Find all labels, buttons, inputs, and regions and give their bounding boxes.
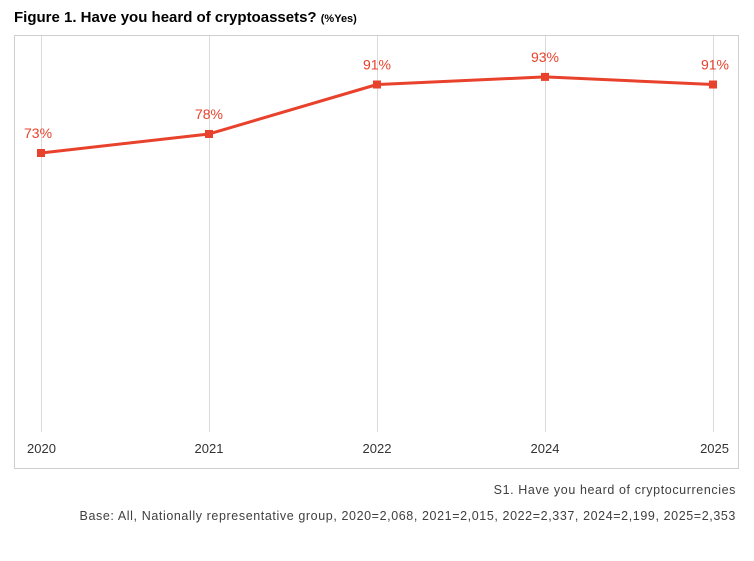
data-point-2021: [205, 129, 213, 138]
data-label-2025: 91%: [701, 57, 729, 73]
figure-title-suffix: (%Yes): [320, 13, 357, 25]
x-tick-label-2020: 2020: [27, 441, 56, 456]
data-point-2022: [373, 80, 381, 89]
data-point-2020: [37, 149, 45, 157]
x-tick-label-2021: 2021: [195, 441, 224, 456]
base-note: Base: All, Nationally representative gro…: [79, 509, 736, 523]
figure-title: Figure 1. Have you heard of cryptoassets…: [14, 9, 357, 26]
x-tick-label-2024: 2024: [531, 441, 560, 456]
data-point-2025: [709, 80, 717, 89]
data-label-2022: 91%: [363, 57, 391, 73]
data-label-2024: 93%: [531, 49, 559, 65]
x-tick-label-2025: 2025: [700, 441, 729, 456]
figure-title-text: Figure 1. Have you heard of cryptoassets…: [14, 9, 317, 26]
data-point-2024: [541, 72, 549, 81]
chart-frame: [14, 35, 739, 469]
x-tick-label-2022: 2022: [363, 441, 392, 456]
data-label-2020: 73%: [24, 125, 52, 141]
question-note: S1. Have you heard of cryptocurrencies: [493, 483, 736, 497]
data-label-2021: 78%: [195, 106, 223, 122]
